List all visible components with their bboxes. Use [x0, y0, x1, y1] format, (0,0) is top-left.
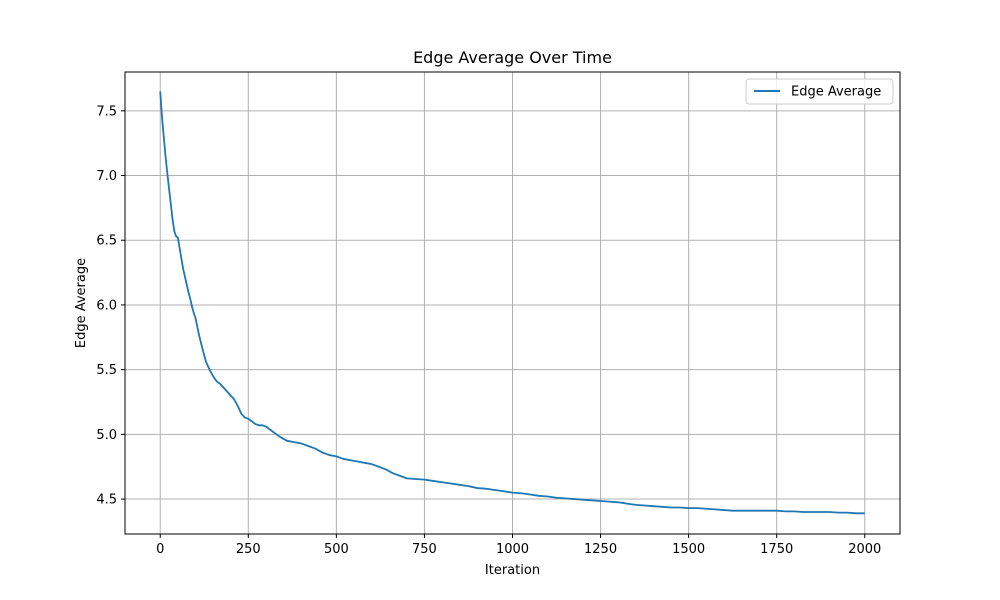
series-layer [159, 91, 865, 515]
y-tick-label: 4.5 [96, 493, 117, 508]
x-tick-label: 750 [412, 542, 437, 557]
grid [125, 72, 900, 534]
legend: Edge Average [745, 78, 894, 105]
x-axis-label: Iteration [485, 563, 540, 578]
y-tick-label: 5.5 [96, 363, 117, 378]
y-tick-label: 7.0 [96, 169, 117, 184]
x-tick-label: 1750 [760, 542, 793, 557]
y-tick-label: 6.5 [96, 234, 117, 249]
x-tick-label: 1500 [672, 542, 705, 557]
x-tick-label: 1250 [584, 542, 617, 557]
x-tick-label: 1000 [496, 542, 529, 557]
x-tick-label: 500 [324, 542, 349, 557]
legend-label: Edge Average [791, 85, 881, 100]
legend-box [745, 78, 894, 105]
y-axis-label: Edge Average [74, 258, 89, 348]
series-line-edge-average [159, 91, 865, 515]
x-tick-label: 250 [236, 542, 261, 557]
y-tick-label: 7.5 [96, 104, 117, 119]
y-tick-label: 6.0 [96, 298, 117, 313]
axis-ticks: 0 250 500 750 1000 1250 1500 1750 2000 4.5 5.0 5.5 6… [96, 104, 881, 557]
x-tick-label: 0 [156, 542, 164, 557]
x-tick-label: 2000 [848, 542, 881, 557]
y-tick-label: 5.0 [96, 428, 117, 443]
chart-title: Edge Average Over Time [413, 48, 612, 67]
